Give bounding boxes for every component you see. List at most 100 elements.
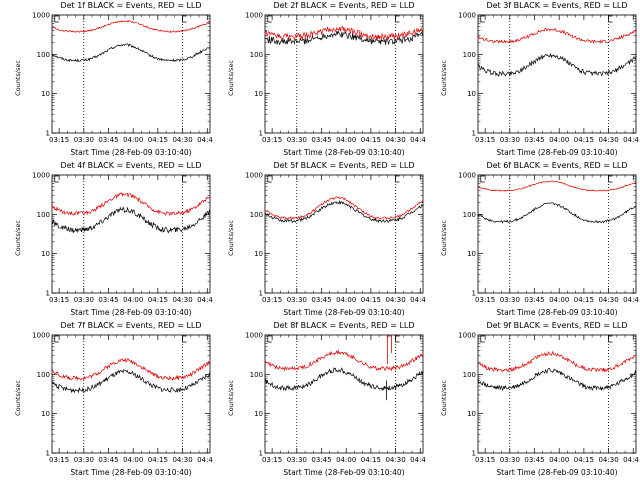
x-tick-label: 03:30 — [74, 456, 94, 464]
interval-marker — [608, 15, 613, 23]
x-tick-label: 04:00 — [336, 296, 356, 304]
x-axis-label: Start Time (28-Feb-09 03:10:40) — [283, 148, 405, 157]
x-tick-label: 04:15 — [361, 296, 381, 304]
x-axis-label: Start Time (28-Feb-09 03:10:40) — [283, 308, 405, 317]
series-line-lld — [264, 349, 424, 372]
x-tick-label: 04:30 — [385, 136, 405, 144]
y-tick-label: 1 — [259, 450, 263, 458]
interval-marker — [395, 15, 400, 23]
y-tick-label: 1000 — [245, 332, 263, 340]
y-tick-label: 10 — [467, 410, 476, 418]
y-tick-label: 10 — [41, 410, 50, 418]
plot-frame — [51, 14, 211, 134]
x-tick-label: 03:30 — [500, 456, 520, 464]
series-line-events — [264, 199, 424, 224]
x-tick-label: 04:15 — [574, 456, 594, 464]
interval-marker — [267, 15, 272, 23]
series-line-lld — [51, 192, 211, 217]
y-tick-label: 10 — [254, 250, 263, 258]
x-tick-label: 03:30 — [287, 456, 307, 464]
chart-svg: 1 10 100 1000 03:15 03:30 03:45 04:00 04:15 04:30… — [245, 332, 426, 465]
chart-title: Det 5f BLACK = Events, RED = LLD — [273, 161, 415, 170]
chart-svg: 1 10 100 1000 03:15 03:30 03:45 04:00 04:15 04:30… — [458, 332, 639, 465]
x-tick-label: 03:30 — [500, 296, 520, 304]
x-tick-label: 04:15 — [148, 456, 168, 464]
series-line-lld — [51, 20, 211, 33]
x-tick-label: 04:00 — [336, 456, 356, 464]
x-tick-label: 03:45 — [311, 136, 331, 144]
x-tick-label: 03:30 — [74, 296, 94, 304]
chart-title: Det 2f BLACK = Events, RED = LLD — [273, 1, 415, 10]
x-tick-label: 04:30 — [598, 296, 618, 304]
y-tick-label: 1000 — [245, 172, 263, 180]
chart-panel-det-7: 1 10 100 1000 03:15 03:30 03:45 04:00 04:15 04:30… — [0, 320, 213, 480]
x-tick-label: 03:15 — [475, 296, 495, 304]
y-tick-label: 10 — [254, 90, 263, 98]
x-tick-label: 04:15 — [148, 296, 168, 304]
chart-title: Det 4f BLACK = Events, RED = LLD — [60, 161, 202, 170]
y-tick-label: 10 — [467, 90, 476, 98]
x-tick-label: 04:15 — [361, 456, 381, 464]
y-axis-label: Counts/sec — [440, 60, 448, 96]
y-tick-label: 1000 — [32, 332, 50, 340]
x-tick-label: 03:45 — [98, 296, 118, 304]
x-tick-label: 03:45 — [311, 456, 331, 464]
chart-panel-det-5: 1 10 100 1000 03:15 03:30 03:45 04:00 04:15 04:30… — [213, 160, 426, 320]
x-tick-label: 03:15 — [49, 296, 69, 304]
interval-marker — [480, 175, 485, 183]
x-tick-label: 04:00 — [336, 136, 356, 144]
y-tick-label: 100 — [463, 51, 476, 59]
x-tick-label: 03:30 — [74, 136, 94, 144]
x-tick-label: 04:00 — [123, 296, 143, 304]
y-tick-label: 100 — [37, 371, 50, 379]
x-tick-label: 03:45 — [98, 136, 118, 144]
interval-marker — [267, 175, 272, 183]
chart-panel-det-2: 1 10 100 1000 03:15 03:30 03:45 04:00 04:15 04:30… — [213, 0, 426, 160]
plot-frame — [264, 174, 424, 294]
series-line-lld — [264, 196, 424, 220]
x-tick-label: 04:30 — [598, 456, 618, 464]
plot-frame — [264, 334, 424, 454]
interval-marker — [182, 335, 187, 343]
chart-title: Det 1f BLACK = Events, RED = LLD — [60, 1, 202, 10]
series-line-lld — [264, 25, 424, 41]
x-axis-label: Start Time (28-Feb-09 03:10:40) — [496, 148, 618, 157]
series-line-lld — [51, 357, 211, 382]
x-tick-label: 03:15 — [262, 456, 282, 464]
y-tick-label: 100 — [463, 371, 476, 379]
y-axis-label: Counts/sec — [227, 220, 235, 256]
x-tick-label: 04:15 — [361, 136, 381, 144]
x-axis-label: Start Time (28-Feb-09 03:10:40) — [70, 308, 192, 317]
x-tick-label: 04:30 — [172, 296, 192, 304]
x-tick-label: 03:45 — [524, 296, 544, 304]
x-axis-label: Start Time (28-Feb-09 03:10:40) — [70, 148, 192, 157]
plot-frame — [477, 174, 637, 294]
x-tick-label: 04:15 — [574, 296, 594, 304]
interval-marker — [182, 175, 187, 183]
chart-svg: 1 10 100 1000 03:15 03:30 03:45 04:00 04:15 04:30… — [245, 12, 426, 145]
x-axis-label: Start Time (28-Feb-09 03:10:40) — [496, 468, 618, 477]
interval-marker — [608, 335, 613, 343]
series-line-events — [51, 43, 211, 63]
x-tick-label: 03:15 — [262, 296, 282, 304]
chart-panel-det-4: 1 10 100 1000 03:15 03:30 03:45 04:00 04:15 04:30… — [0, 160, 213, 320]
x-axis-label: Start Time (28-Feb-09 03:10:40) — [70, 468, 192, 477]
x-tick-label: 04:00 — [123, 456, 143, 464]
y-tick-label: 1 — [46, 450, 50, 458]
x-tick-label: 04:45 — [623, 296, 639, 304]
y-tick-label: 1000 — [32, 172, 50, 180]
chart-title: Det 9f BLACK = Events, RED = LLD — [486, 321, 628, 330]
x-tick-label: 03:45 — [98, 456, 118, 464]
y-tick-label: 1 — [259, 290, 263, 298]
plot-frame — [477, 334, 637, 454]
y-axis-label: Counts/sec — [14, 380, 22, 416]
chart-svg: 1 10 100 1000 03:15 03:30 03:45 04:00 04:15 04:30… — [458, 172, 639, 305]
plot-frame — [51, 334, 211, 454]
x-tick-label: 04:45 — [623, 136, 639, 144]
chart-panel-det-6: 1 10 100 1000 03:15 03:30 03:45 04:00 04:15 04:30… — [426, 160, 639, 320]
x-tick-label: 04:30 — [385, 296, 405, 304]
chart-title: Det 8f BLACK = Events, RED = LLD — [273, 321, 415, 330]
y-tick-label: 1 — [472, 450, 476, 458]
interval-marker — [395, 175, 400, 183]
